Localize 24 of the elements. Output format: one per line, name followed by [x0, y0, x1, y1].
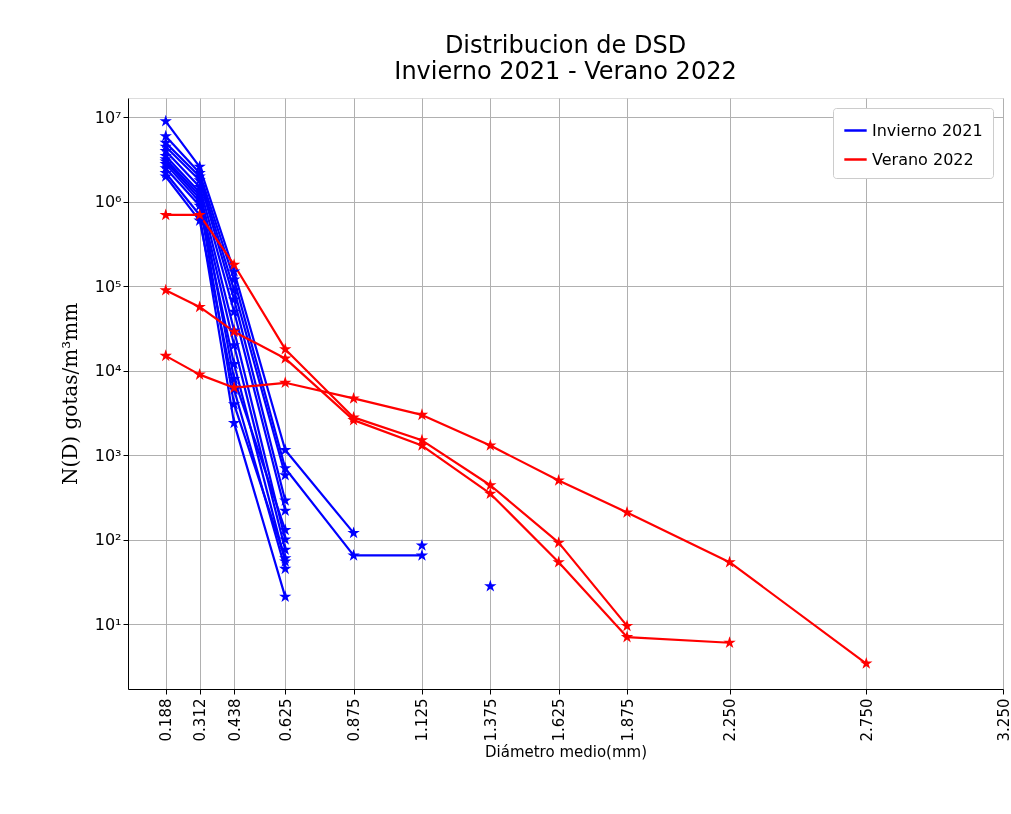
chart-title: Distribucion de DSD Invierno 2021 - Verano 2022	[394, 31, 737, 85]
x-tick-label: 1.625	[550, 698, 569, 742]
legend-label: Invierno 2021	[872, 120, 983, 140]
y-tick-label: 10⁷	[94, 107, 122, 127]
y-tick-label: 10⁶	[94, 192, 122, 212]
x-axis-title: Diámetro medio(mm)	[484, 743, 648, 762]
y-tick-label: 10⁵	[94, 276, 122, 296]
x-tick-label: 0.188	[157, 698, 176, 742]
y-tick-label: 10¹	[94, 614, 122, 634]
x-tick-label: 3.250	[994, 698, 1011, 742]
y-tick-label: 10²	[94, 530, 122, 550]
x-tick-label: 1.125	[413, 698, 432, 742]
x-tick-label: 0.312	[191, 698, 210, 742]
x-tick-label: 0.875	[345, 698, 364, 742]
x-tick-label: 0.438	[225, 698, 244, 742]
x-tick-label: 2.750	[857, 698, 876, 742]
y-tick-label: 10³	[94, 445, 122, 465]
y-tick-label: 10⁴	[94, 361, 122, 381]
x-tick-label: 1.375	[481, 698, 500, 742]
x-tick-label: 0.625	[276, 698, 295, 742]
x-tick-label: 1.875	[618, 698, 637, 742]
legend-label: Verano 2022	[872, 149, 974, 169]
x-tick-label: 2.250	[721, 698, 740, 742]
y-axis-title: N(D) gotas/m³mm	[57, 302, 82, 486]
